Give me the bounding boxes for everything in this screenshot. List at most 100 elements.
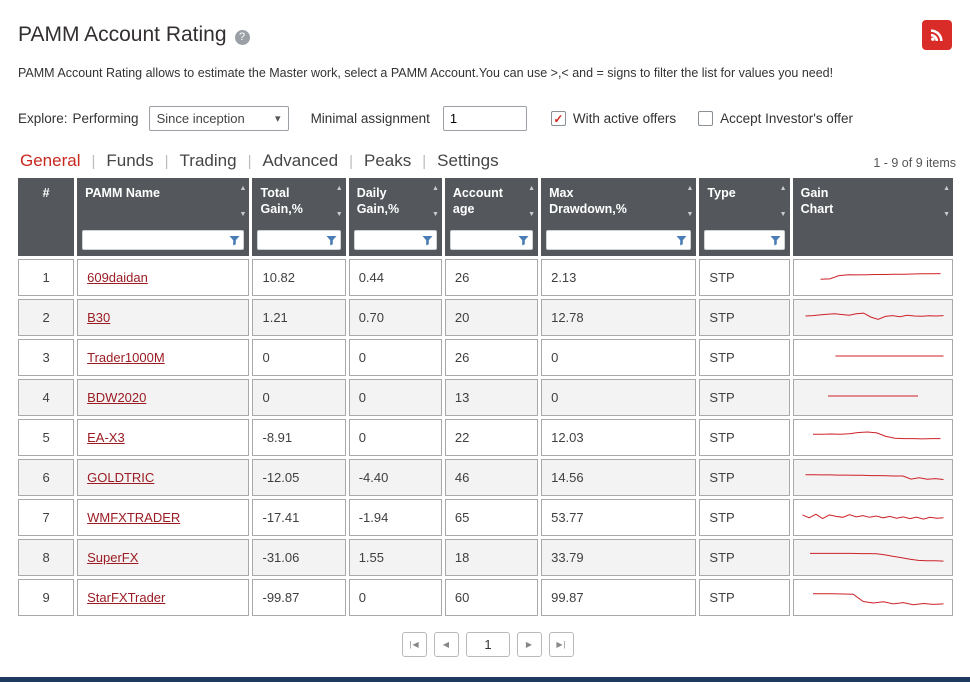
column-header-num: # — [18, 178, 75, 256]
pager-current-page[interactable]: 1 — [466, 632, 510, 657]
filter-funnel-icon[interactable] — [676, 235, 687, 246]
page-description: PAMM Account Rating allows to estimate t… — [18, 66, 834, 80]
gain-chart-cell — [792, 539, 953, 576]
pamm-name-cell: Trader1000M — [77, 339, 250, 376]
pamm-name-link[interactable]: GOLDTRIC — [87, 470, 155, 485]
column-header-total_gain[interactable]: Total Gain,% ▲ ▼ — [252, 178, 346, 256]
pamm-name-link[interactable]: 609daidan — [87, 270, 148, 285]
accept-investors-offer-checkbox[interactable]: Accept Investor's offer — [698, 111, 853, 126]
table-row: 5 EA-X3 -8.91 0 22 12.03 STP — [18, 419, 953, 456]
pamm-name-link[interactable]: SuperFX — [87, 550, 139, 565]
account-age-cell: 60 — [444, 579, 539, 616]
filter-funnel-icon[interactable] — [770, 235, 781, 246]
column-header-name[interactable]: PAMM Name ▲ ▼ — [77, 178, 250, 256]
filter-funnel-icon[interactable] — [326, 235, 337, 246]
performing-label: Performing — [72, 111, 139, 126]
tab-settings[interactable]: Settings — [437, 151, 499, 170]
daily-gain-cell: 0.70 — [348, 299, 442, 336]
sort-asc-icon[interactable]: ▲ — [779, 185, 787, 192]
column-label: Gain Chart — [800, 186, 834, 217]
table-row: 4 BDW2020 0 0 13 0 STP — [18, 379, 953, 416]
pamm-name-cell: SuperFX — [77, 539, 250, 576]
sort-desc-icon[interactable]: ▼ — [943, 211, 950, 218]
with-active-offers-checkbox[interactable]: ✓ With active offers — [550, 111, 676, 126]
filter-input-daily_gain[interactable] — [356, 232, 422, 248]
checkbox-unchecked-icon — [698, 111, 714, 126]
pamm-rating-grid: # PAMM Name ▲ ▼ Total Gain,% ▲ ▼ Daily Gain,% ▲ ▼ Ac… — [15, 175, 956, 619]
explore-label: Explore: — [18, 111, 68, 126]
pager-next-button[interactable]: ▶ — [517, 632, 542, 657]
pager-last-button[interactable]: ▶| — [549, 632, 574, 657]
tab-funds[interactable]: Funds — [106, 151, 154, 170]
sort-desc-icon[interactable]: ▼ — [239, 211, 247, 218]
tab-trading[interactable]: Trading — [179, 151, 237, 170]
pamm-name-link[interactable]: Trader1000M — [87, 350, 165, 365]
page-header: PAMM Account Rating ? — [18, 20, 958, 50]
pager-first-button[interactable]: |◀ — [402, 632, 427, 657]
sort-asc-icon[interactable]: ▲ — [239, 185, 247, 192]
sort-desc-icon[interactable]: ▼ — [528, 211, 536, 218]
filter-funnel-icon[interactable] — [518, 235, 529, 246]
pamm-name-link[interactable]: B30 — [87, 310, 111, 325]
row-number-cell: 6 — [18, 459, 75, 496]
column-filter — [704, 230, 785, 250]
accept-investors-offer-label: Accept Investor's offer — [720, 111, 854, 126]
tab-general[interactable]: General — [20, 151, 81, 170]
filter-input-age[interactable] — [452, 232, 519, 248]
rss-icon[interactable] — [922, 20, 952, 50]
gain-sparkline — [805, 474, 944, 480]
sort-desc-icon[interactable]: ▼ — [779, 211, 787, 218]
rss-glyph — [931, 29, 943, 41]
row-number-cell: 1 — [18, 259, 75, 296]
tab-separator: | — [164, 153, 169, 170]
sort-asc-icon[interactable]: ▲ — [528, 185, 536, 192]
filter-bar: Explore: Performing Since inception ▾ Mi… — [18, 106, 958, 131]
filter-funnel-icon[interactable] — [229, 235, 240, 246]
column-header-age[interactable]: Account age ▲ ▼ — [444, 178, 539, 256]
daily-gain-cell: 0 — [348, 579, 442, 616]
pamm-name-link[interactable]: BDW2020 — [87, 390, 147, 405]
sort-desc-icon[interactable]: ▼ — [335, 211, 343, 218]
column-filter — [546, 230, 692, 250]
help-icon[interactable]: ? — [234, 29, 250, 45]
type-cell: STP — [699, 379, 790, 416]
column-filter — [353, 230, 437, 250]
row-number-cell: 5 — [18, 419, 75, 456]
sort-asc-icon[interactable]: ▲ — [686, 185, 694, 192]
tab-peaks[interactable]: Peaks — [364, 151, 412, 170]
sort-desc-icon[interactable]: ▼ — [431, 211, 439, 218]
pamm-name-link[interactable]: StarFXTrader — [87, 590, 166, 605]
table-row: 7 WMFXTRADER -17.41 -1.94 65 53.77 STP — [18, 499, 953, 536]
sort-asc-icon[interactable]: ▲ — [335, 185, 343, 192]
tab-advanced[interactable]: Advanced — [262, 151, 339, 170]
pager-prev-button[interactable]: ◀ — [434, 632, 459, 657]
column-header-chart[interactable]: Gain Chart ▲ ▼ — [792, 178, 953, 256]
daily-gain-cell: -4.40 — [348, 459, 442, 496]
period-select[interactable]: Since inception ▾ — [148, 106, 289, 131]
row-number-cell: 9 — [18, 579, 75, 616]
column-header-drawdown[interactable]: Max Drawdown,% ▲ ▼ — [541, 178, 697, 256]
column-header-daily_gain[interactable]: Daily Gain,% ▲ ▼ — [348, 178, 442, 256]
sort-asc-icon[interactable]: ▲ — [431, 185, 439, 192]
account-age-cell: 20 — [444, 299, 539, 336]
type-cell: STP — [699, 339, 790, 376]
filter-input-type[interactable] — [707, 232, 770, 248]
filter-input-total_gain[interactable] — [260, 232, 326, 248]
account-age-cell: 26 — [444, 259, 539, 296]
type-cell: STP — [699, 299, 790, 336]
type-cell: STP — [699, 259, 790, 296]
pamm-name-cell: BDW2020 — [77, 379, 250, 416]
pamm-name-link[interactable]: EA-X3 — [87, 430, 125, 445]
sort-asc-icon[interactable]: ▲ — [943, 185, 950, 192]
filter-funnel-icon[interactable] — [422, 235, 433, 246]
filter-input-drawdown[interactable] — [549, 232, 677, 248]
pamm-name-link[interactable]: WMFXTRADER — [87, 510, 181, 525]
gain-chart-cell — [792, 499, 953, 536]
column-header-type[interactable]: Type ▲ ▼ — [699, 178, 790, 256]
account-age-cell: 18 — [444, 539, 539, 576]
row-number-cell: 2 — [18, 299, 75, 336]
sort-desc-icon[interactable]: ▼ — [686, 211, 694, 218]
minimal-assignment-input[interactable] — [442, 106, 527, 131]
filter-input-name[interactable] — [85, 232, 230, 248]
row-number-cell: 8 — [18, 539, 75, 576]
